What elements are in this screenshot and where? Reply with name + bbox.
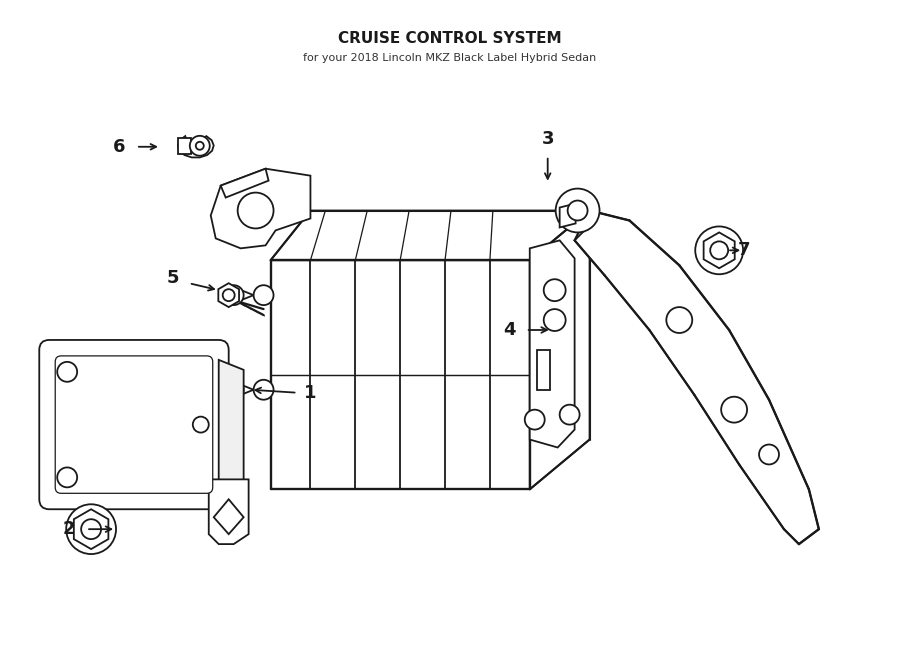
Polygon shape	[530, 210, 590, 489]
Text: 4: 4	[504, 321, 516, 339]
Circle shape	[560, 405, 580, 424]
Polygon shape	[530, 241, 574, 447]
Polygon shape	[536, 350, 550, 390]
Polygon shape	[213, 499, 244, 534]
Text: 1: 1	[304, 384, 317, 402]
Polygon shape	[704, 233, 734, 268]
Circle shape	[254, 380, 274, 400]
Polygon shape	[209, 479, 248, 544]
Polygon shape	[211, 169, 310, 249]
Circle shape	[58, 362, 77, 382]
Text: CRUISE CONTROL SYSTEM: CRUISE CONTROL SYSTEM	[338, 31, 562, 46]
Polygon shape	[271, 210, 590, 260]
Circle shape	[238, 192, 274, 229]
Text: 7: 7	[738, 241, 751, 259]
Circle shape	[254, 285, 274, 305]
Circle shape	[568, 200, 588, 221]
Circle shape	[190, 136, 210, 156]
Circle shape	[695, 227, 743, 274]
Circle shape	[555, 188, 599, 233]
Polygon shape	[178, 137, 191, 154]
Text: 2: 2	[63, 520, 76, 538]
Polygon shape	[178, 136, 213, 157]
Polygon shape	[560, 204, 576, 227]
Polygon shape	[220, 169, 268, 198]
Text: for your 2018 Lincoln MKZ Black Label Hybrid Sedan: for your 2018 Lincoln MKZ Black Label Hy…	[303, 53, 597, 63]
Circle shape	[759, 444, 779, 465]
Circle shape	[666, 307, 692, 333]
Text: 3: 3	[542, 130, 554, 148]
Circle shape	[196, 142, 203, 150]
Circle shape	[721, 397, 747, 422]
Circle shape	[193, 416, 209, 432]
Circle shape	[710, 241, 728, 259]
Circle shape	[67, 504, 116, 554]
Circle shape	[544, 279, 565, 301]
Circle shape	[222, 289, 235, 301]
FancyBboxPatch shape	[55, 356, 212, 493]
Polygon shape	[219, 360, 244, 489]
Polygon shape	[219, 283, 239, 307]
FancyBboxPatch shape	[40, 340, 229, 509]
Circle shape	[58, 467, 77, 487]
Circle shape	[544, 309, 565, 331]
Polygon shape	[74, 509, 108, 549]
Circle shape	[224, 380, 244, 400]
Circle shape	[525, 410, 544, 430]
Circle shape	[81, 519, 101, 539]
Text: 6: 6	[112, 137, 125, 156]
Text: 5: 5	[166, 269, 179, 288]
Polygon shape	[271, 260, 530, 489]
Polygon shape	[574, 210, 819, 544]
Circle shape	[224, 285, 244, 305]
